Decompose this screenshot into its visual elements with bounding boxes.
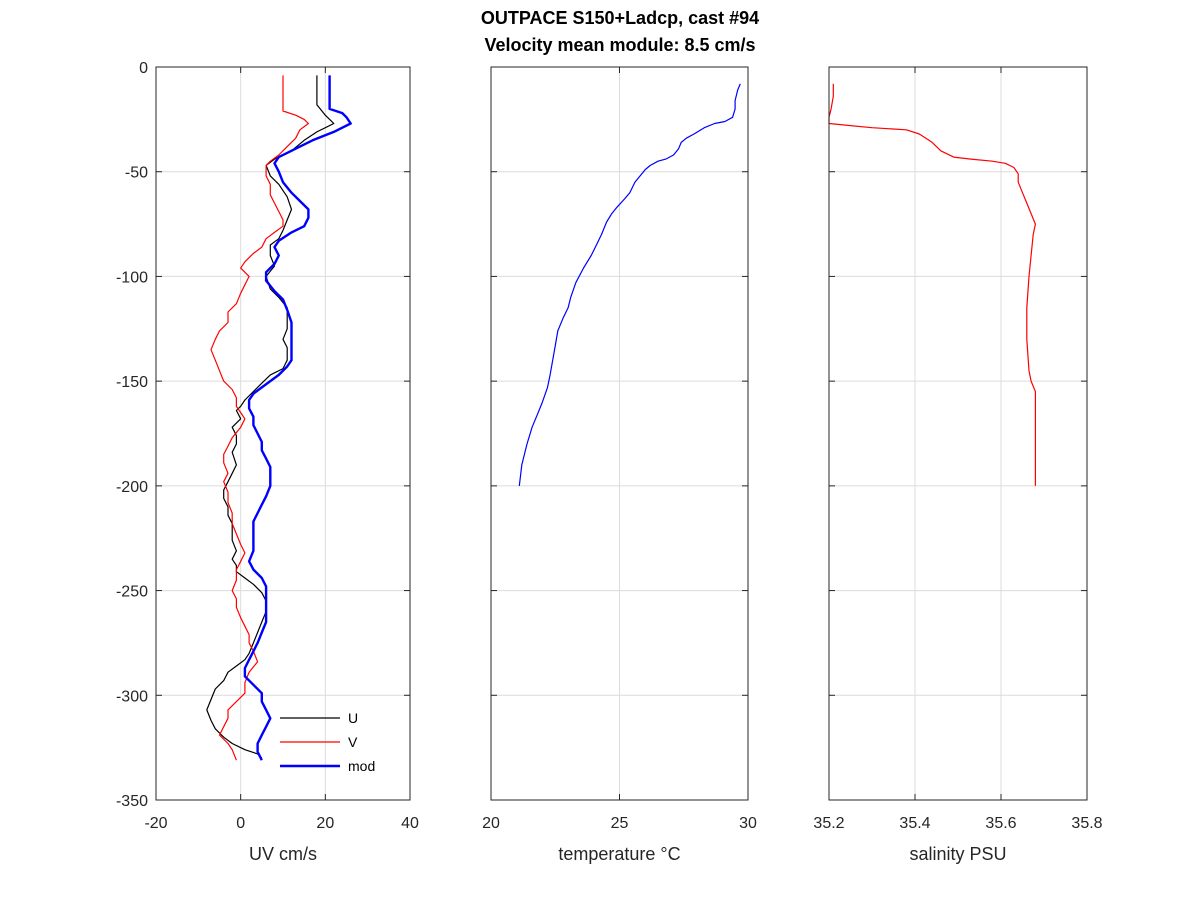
figure-title-line1: OUTPACE S150+Ladcp, cast #94: [481, 8, 759, 28]
uv-ytick-label-6: -50: [125, 165, 148, 182]
temperature-xaxis-label: temperature °C: [558, 844, 680, 864]
uv-xtick-label-0: -20: [144, 815, 167, 832]
salinity-xtick-label-1: 35.4: [899, 815, 930, 832]
salinity-xtick-label-0: 35.2: [813, 815, 844, 832]
temperature-series-0-line: [518, 83, 741, 486]
salinity-series-0-line: [828, 83, 1037, 486]
salinity-xaxis-label: salinity PSU: [909, 844, 1006, 864]
uv-series-u-line: [206, 75, 335, 759]
uv-ytick-label-4: -150: [116, 374, 148, 391]
figure-title-line2: Velocity mean module: 8.5 cm/s: [484, 35, 755, 55]
temperature-xtick-label-0: 20: [482, 815, 500, 832]
uv-xtick-label-1: 0: [236, 815, 245, 832]
temperature-panel: 20 25 30 temperature °C: [482, 66, 757, 864]
uv-xaxis-label: UV cm/s: [249, 844, 317, 864]
uv-xtick-label-2: 20: [316, 815, 334, 832]
uv-ytick-label-1: -300: [116, 688, 148, 705]
uv-axes-frame: [155, 66, 411, 801]
uv-series-mod-line: [243, 75, 352, 761]
temperature-xtick-label-2: 30: [739, 815, 757, 832]
legend-label-mod: mod: [348, 758, 375, 774]
uv-ytick-label-5: -100: [116, 269, 148, 286]
salinity-xtick-label-2: 35.6: [985, 815, 1016, 832]
uv-ytick-label-0: -350: [116, 793, 148, 810]
uv-series-v-line: [210, 75, 309, 761]
uv-ytick-label-2: -250: [116, 584, 148, 601]
salinity-panel: 35.2 35.4 35.6 35.8 salinity PSU: [813, 66, 1103, 864]
legend: U V mod: [280, 710, 375, 774]
uv-ytick-label-3: -200: [116, 479, 148, 496]
temperature-xtick-label-1: 25: [611, 815, 629, 832]
legend-label-v: V: [348, 734, 358, 750]
legend-label-u: U: [348, 710, 358, 726]
salinity-axes-frame: [828, 66, 1088, 801]
uv-xtick-label-3: 40: [401, 815, 419, 832]
uv-ytick-label-7: 0: [139, 60, 148, 77]
salinity-xtick-label-3: 35.8: [1071, 815, 1102, 832]
